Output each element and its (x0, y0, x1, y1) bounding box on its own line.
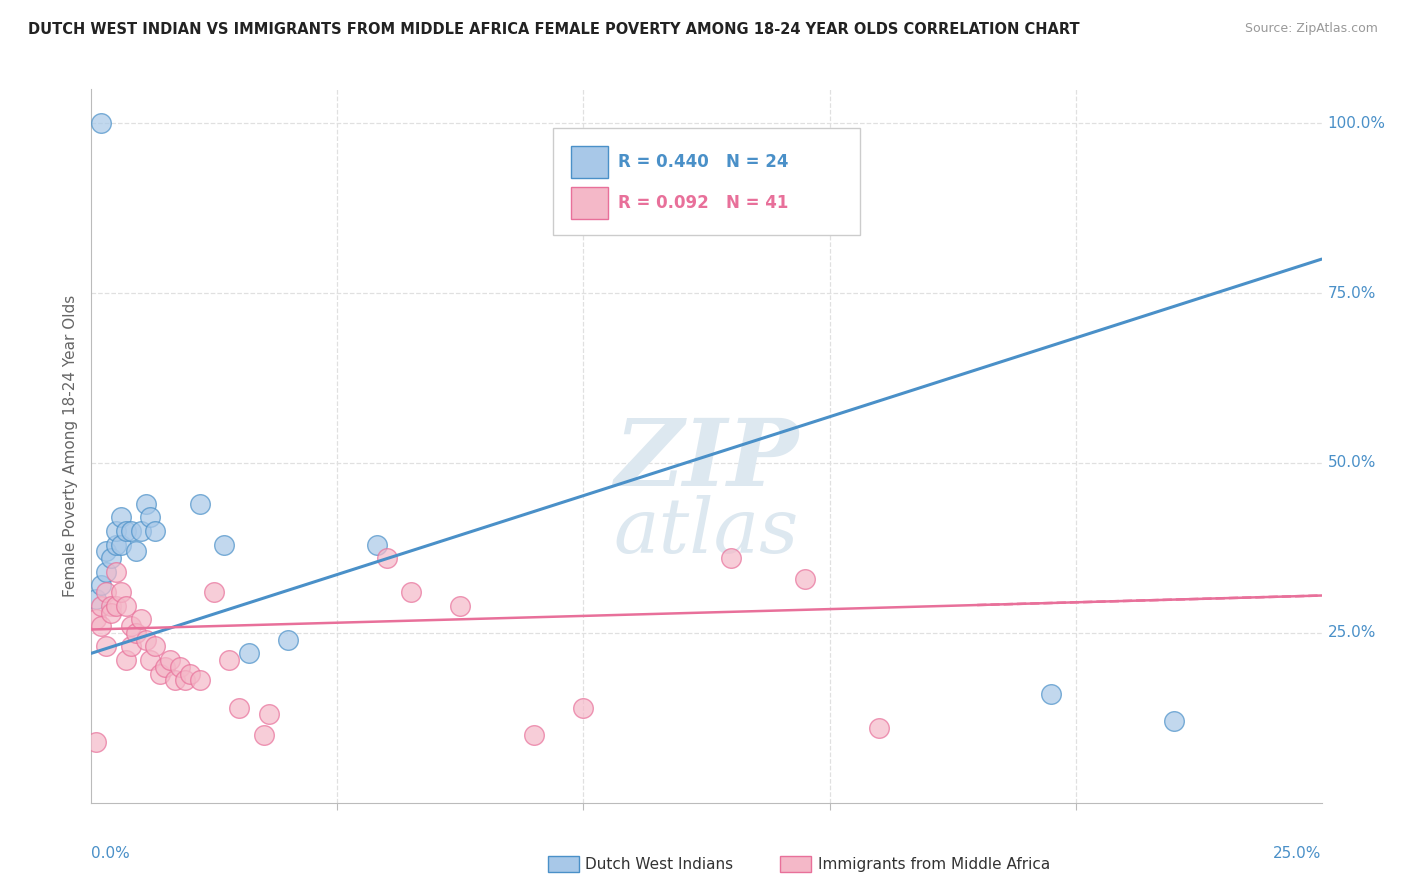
Point (90, 619, 112, 633)
Point (96, 585, 117, 599)
Point (120, 640, 142, 654)
Text: 50.0%: 50.0% (1327, 456, 1376, 470)
Point (449, 599, 471, 613)
Point (90, 578, 112, 592)
FancyBboxPatch shape (553, 128, 860, 235)
Point (124, 626, 146, 640)
Point (145, 524, 166, 538)
Y-axis label: Female Poverty Among 18-24 Year Olds: Female Poverty Among 18-24 Year Olds (62, 295, 77, 597)
Point (145, 640, 166, 654)
Point (110, 585, 132, 599)
Point (105, 599, 127, 613)
Point (124, 544, 146, 558)
Point (105, 524, 127, 538)
Point (375, 551, 398, 566)
Point (174, 673, 197, 688)
Point (110, 510, 132, 524)
Text: 25.0%: 25.0% (1327, 625, 1376, 640)
Point (399, 585, 422, 599)
Text: atlas: atlas (614, 495, 799, 568)
Point (238, 646, 260, 660)
Point (129, 612, 152, 626)
Point (100, 599, 122, 613)
Point (86, 612, 108, 626)
Point (96, 640, 117, 654)
Point (793, 572, 815, 586)
Point (212, 537, 235, 551)
Point (228, 700, 250, 714)
Point (114, 524, 138, 538)
Point (257, 707, 280, 722)
Point (90, 116, 112, 130)
Point (572, 700, 595, 714)
Point (135, 497, 156, 511)
Point (100, 551, 122, 566)
Point (188, 673, 211, 688)
Point (149, 666, 172, 681)
Point (114, 653, 138, 667)
Point (153, 660, 177, 674)
Point (96, 544, 117, 558)
Point (277, 632, 299, 647)
Point (179, 666, 201, 681)
Point (96, 565, 117, 579)
Text: ZIP: ZIP (614, 416, 799, 505)
Point (202, 585, 225, 599)
Point (90, 599, 112, 613)
Text: 0.0%: 0.0% (91, 846, 131, 861)
Point (100, 606, 122, 620)
FancyBboxPatch shape (571, 146, 607, 178)
Point (129, 524, 152, 538)
Point (169, 660, 191, 674)
Text: DUTCH WEST INDIAN VS IMMIGRANTS FROM MIDDLE AFRICA FEMALE POVERTY AMONG 18-24 YE: DUTCH WEST INDIAN VS IMMIGRANTS FROM MID… (28, 22, 1080, 37)
Text: 100.0%: 100.0% (1327, 116, 1386, 131)
Point (86, 734, 108, 748)
Point (188, 497, 211, 511)
Point (868, 721, 890, 735)
Point (1163, 714, 1185, 729)
Point (86, 591, 108, 606)
Text: R = 0.440   N = 24: R = 0.440 N = 24 (617, 153, 789, 171)
Point (218, 653, 240, 667)
Point (110, 537, 132, 551)
Point (114, 599, 138, 613)
Point (135, 632, 156, 647)
Point (159, 653, 181, 667)
Text: Immigrants from Middle Africa: Immigrants from Middle Africa (818, 857, 1050, 871)
Point (523, 728, 546, 742)
Point (253, 728, 276, 742)
Text: Dutch West Indians: Dutch West Indians (585, 857, 733, 871)
Text: R = 0.092   N = 41: R = 0.092 N = 41 (617, 194, 789, 212)
FancyBboxPatch shape (571, 187, 607, 219)
Point (139, 653, 162, 667)
Point (163, 673, 186, 688)
Text: 25.0%: 25.0% (1274, 846, 1322, 861)
Text: Source: ZipAtlas.com: Source: ZipAtlas.com (1244, 22, 1378, 36)
Text: 75.0%: 75.0% (1327, 285, 1376, 301)
Point (105, 565, 127, 579)
Point (366, 537, 388, 551)
Point (139, 510, 162, 524)
Point (105, 537, 127, 551)
Point (720, 551, 742, 566)
Point (1039, 687, 1063, 701)
Point (120, 619, 142, 633)
Point (120, 524, 142, 538)
